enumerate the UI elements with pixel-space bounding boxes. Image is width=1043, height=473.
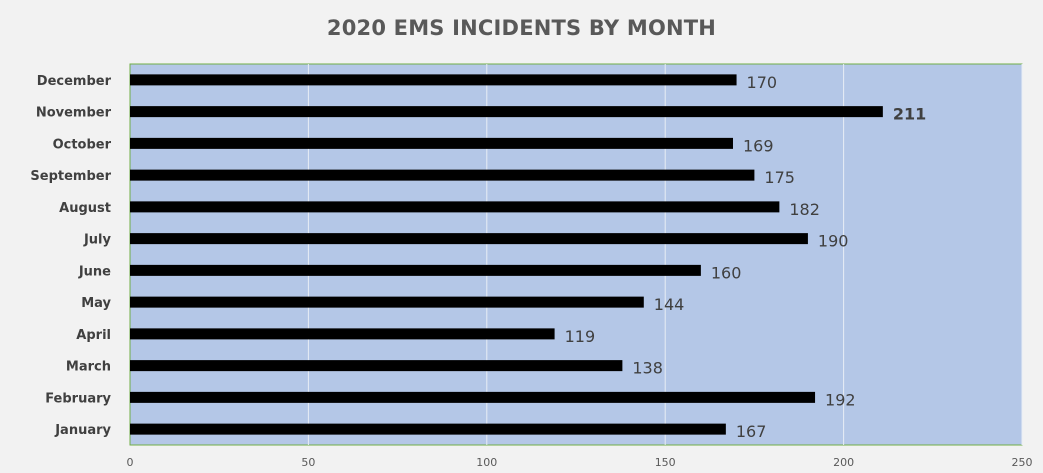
- category-label-march: March: [66, 360, 111, 375]
- data-label-october: 169: [743, 136, 774, 155]
- category-label-july: July: [83, 233, 112, 248]
- category-label-december: December: [37, 74, 112, 89]
- plot-area: [129, 63, 1023, 446]
- data-label-november: 211: [893, 105, 926, 124]
- bar-june: [130, 264, 701, 276]
- x-tick-label-100: 100: [476, 456, 497, 469]
- bar-september: [130, 169, 755, 181]
- category-label-may: May: [81, 296, 111, 311]
- category-label-february: February: [45, 391, 111, 406]
- bar-october: [130, 137, 733, 149]
- bar-july: [130, 233, 808, 245]
- bar-april: [130, 328, 555, 340]
- x-tick-label-0: 0: [127, 456, 134, 469]
- x-tick-label-150: 150: [655, 456, 676, 469]
- x-tick-label-250: 250: [1012, 456, 1033, 469]
- data-label-june: 160: [711, 263, 742, 282]
- category-label-november: November: [36, 106, 112, 121]
- data-label-august: 182: [789, 200, 820, 219]
- bar-december: [130, 74, 737, 86]
- category-label-august: August: [59, 201, 111, 216]
- category-label-january: January: [54, 423, 111, 438]
- data-label-december: 170: [747, 73, 778, 92]
- category-label-june: June: [78, 264, 111, 279]
- x-tick-label-50: 50: [301, 456, 315, 469]
- bar-august: [130, 201, 780, 213]
- bar-march: [130, 360, 623, 372]
- data-label-march: 138: [632, 359, 663, 378]
- chart-title: 2020 EMS INCIDENTS BY MONTH: [326, 16, 717, 40]
- data-label-february: 192: [825, 390, 856, 409]
- bar-february: [130, 391, 816, 403]
- data-label-april: 119: [565, 327, 596, 346]
- data-label-january: 167: [736, 422, 767, 441]
- category-label-april: April: [76, 328, 111, 343]
- data-label-september: 175: [764, 168, 795, 187]
- category-label-september: September: [30, 169, 111, 184]
- bar-november: [130, 106, 883, 118]
- bar-january: [130, 423, 726, 435]
- x-tick-label-200: 200: [833, 456, 854, 469]
- data-label-july: 190: [818, 232, 849, 251]
- bar-may: [130, 296, 644, 308]
- category-label-october: October: [53, 137, 112, 152]
- data-label-may: 144: [654, 295, 685, 314]
